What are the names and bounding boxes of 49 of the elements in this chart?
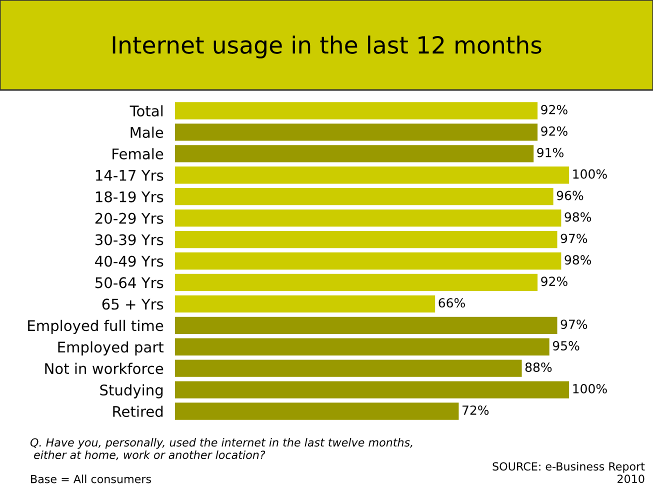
data-label: 96%	[556, 190, 584, 200]
data-label: 92%	[541, 104, 568, 114]
data-label: 95%	[552, 341, 580, 350]
y-tick-label: Retired	[113, 406, 163, 418]
y-tick-label: Employed full time	[28, 320, 164, 334]
bar	[175, 209, 562, 227]
bar	[175, 274, 538, 292]
bar	[175, 252, 562, 270]
bar	[175, 381, 570, 398]
data-label: 91%	[537, 148, 564, 158]
data-label: 66%	[438, 298, 465, 308]
data-label: 97%	[560, 234, 588, 244]
y-tick-label: 30-39 Yrs	[95, 234, 164, 246]
data-label: 88%	[525, 362, 552, 372]
y-tick-label: 18-19 Yrs	[96, 191, 164, 202]
data-label: 92%	[541, 276, 568, 286]
y-tick-label: 14-17 Yrs	[96, 170, 164, 181]
bar	[175, 166, 570, 184]
bar	[175, 145, 534, 162]
y-tick-label: Male	[130, 126, 164, 138]
bar	[175, 102, 538, 120]
data-label: 98%	[564, 212, 592, 222]
data-label: 100%	[573, 384, 607, 394]
bar	[175, 402, 459, 420]
y-tick-label: Not in workforce	[45, 362, 164, 374]
y-tick-label: 20-29 Yrs	[95, 212, 164, 224]
bar	[175, 316, 558, 334]
bar	[175, 295, 436, 313]
y-tick-label: Total	[130, 105, 163, 116]
text: Base = All consumers	[31, 474, 151, 484]
bar	[175, 230, 558, 248]
y-tick-label: Employed part	[58, 341, 164, 356]
data-label: 72%	[462, 405, 489, 415]
y-tick-label: 50-64 Yrs	[96, 277, 164, 288]
y-tick-label: 40-49 Yrs	[95, 256, 164, 267]
y-tick-label: Female	[112, 148, 164, 160]
y-tick-label: Studying	[100, 384, 163, 398]
bar	[175, 360, 522, 377]
data-label: 98%	[564, 255, 592, 265]
data-label: 100%	[573, 169, 607, 179]
source-note: SOURCE: e-Business Report 2010	[492, 462, 645, 484]
data-label: 92%	[541, 126, 568, 136]
bar	[175, 338, 550, 356]
y-tick-label: 65 + Yrs	[102, 298, 164, 310]
text: Q. Have you, personally, used the internet in the last twelve months, either at home, work or another location?	[30, 438, 412, 460]
bar	[175, 124, 538, 141]
bar	[175, 188, 554, 206]
chart-title: Internet usage in the last 12 months	[112, 36, 542, 58]
data-label: 97%	[560, 320, 588, 330]
